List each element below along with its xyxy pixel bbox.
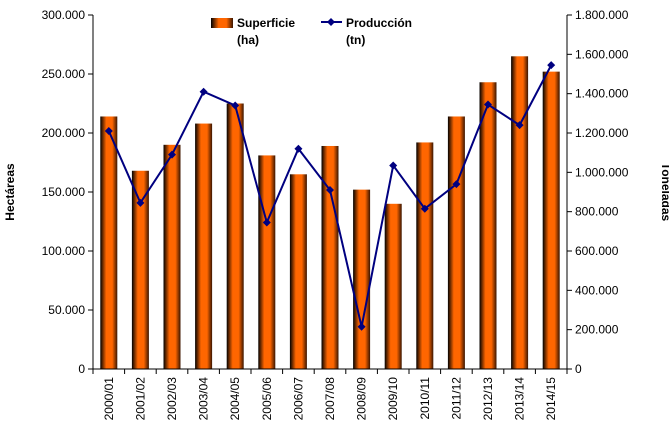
x-tick-label: 2009/10 bbox=[386, 377, 400, 421]
legend-label-produccion-2: (tn) bbox=[346, 33, 365, 47]
bar-2005/06 bbox=[258, 155, 276, 369]
bar-2013/14 bbox=[511, 56, 529, 370]
bar-2012/13 bbox=[479, 82, 497, 369]
bar-2006/07 bbox=[289, 174, 307, 369]
x-tick-label: 2004/05 bbox=[228, 377, 242, 421]
production-marker-2005/06 bbox=[262, 218, 271, 227]
production-marker-2003/04 bbox=[199, 87, 208, 96]
x-tick-label: 2005/06 bbox=[260, 377, 274, 421]
x-tick-label: 2000/01 bbox=[102, 377, 116, 421]
left-tick-label: 250.000 bbox=[42, 67, 86, 81]
production-marker-2013/14 bbox=[515, 121, 524, 130]
production-marker-2004/05 bbox=[231, 101, 240, 110]
x-tick-label: 2012/13 bbox=[481, 377, 495, 421]
legend-label-superficie-1: Superficie bbox=[237, 16, 295, 30]
right-tick-label: 1.800.000 bbox=[575, 8, 629, 22]
left-tick-label: 0 bbox=[78, 362, 85, 376]
bar-2002/03 bbox=[163, 144, 181, 369]
left-tick-label: 200.000 bbox=[42, 126, 86, 140]
legend-marker-produccion bbox=[327, 18, 335, 26]
production-marker-2008/09 bbox=[357, 322, 366, 331]
x-tick-label: 2013/14 bbox=[513, 377, 527, 421]
production-marker-2006/07 bbox=[294, 144, 303, 153]
x-tick-label: 2014/15 bbox=[544, 377, 558, 421]
right-axis-title: Toneladas bbox=[659, 163, 669, 222]
production-marker-2000/01 bbox=[104, 127, 113, 136]
bar-2004/05 bbox=[226, 103, 244, 369]
right-tick-label: 1.400.000 bbox=[575, 87, 629, 101]
right-tick-label: 1.200.000 bbox=[575, 126, 629, 140]
production-marker-2010/11 bbox=[420, 204, 429, 213]
left-axis-title: Hectáreas bbox=[3, 163, 17, 221]
x-tick-label: 2008/09 bbox=[355, 377, 369, 421]
production-marker-2009/10 bbox=[389, 161, 398, 170]
right-tick-label: 800.000 bbox=[575, 205, 619, 219]
x-tick-label: 2010/11 bbox=[418, 377, 432, 420]
left-tick-label: 50.000 bbox=[48, 303, 85, 317]
bar-2011/12 bbox=[447, 116, 465, 369]
x-tick-label: 2003/04 bbox=[197, 377, 211, 421]
legend-label-superficie-2: (ha) bbox=[237, 33, 259, 47]
bar-2000/01 bbox=[100, 116, 118, 369]
bar-2003/04 bbox=[195, 123, 213, 369]
bar-2014/15 bbox=[542, 71, 560, 369]
x-tick-label: 2011/12 bbox=[449, 377, 463, 420]
x-tick-label: 2007/08 bbox=[323, 377, 337, 421]
right-tick-label: 1.000.000 bbox=[575, 165, 629, 179]
production-marker-2007/08 bbox=[326, 186, 334, 195]
production-marker-2014/15 bbox=[547, 61, 556, 70]
bar-2010/11 bbox=[416, 142, 434, 369]
bar-2009/10 bbox=[384, 203, 402, 369]
left-tick-label: 150.000 bbox=[42, 185, 86, 199]
x-tick-label: 2006/07 bbox=[291, 377, 305, 421]
left-tick-label: 100.000 bbox=[42, 244, 86, 258]
right-tick-label: 600.000 bbox=[575, 244, 619, 258]
production-marker-2002/03 bbox=[168, 150, 176, 159]
right-tick-label: 0 bbox=[575, 362, 582, 376]
legend-swatch-superficie bbox=[211, 18, 233, 28]
x-tick-label: 2001/02 bbox=[133, 377, 147, 421]
production-marker-2001/02 bbox=[136, 198, 145, 207]
legend-label-produccion-1: Producción bbox=[346, 16, 412, 30]
right-tick-label: 200.000 bbox=[575, 323, 619, 337]
left-tick-label: 300.000 bbox=[42, 8, 86, 22]
bar-2001/02 bbox=[131, 170, 149, 369]
right-tick-label: 400.000 bbox=[575, 283, 619, 297]
bar-2007/08 bbox=[321, 145, 339, 369]
production-marker-2011/12 bbox=[452, 180, 461, 189]
right-tick-label: 1.600.000 bbox=[575, 47, 629, 61]
x-tick-label: 2002/03 bbox=[165, 377, 179, 421]
bar-2008/09 bbox=[353, 189, 371, 369]
production-marker-2012/13 bbox=[484, 100, 492, 109]
